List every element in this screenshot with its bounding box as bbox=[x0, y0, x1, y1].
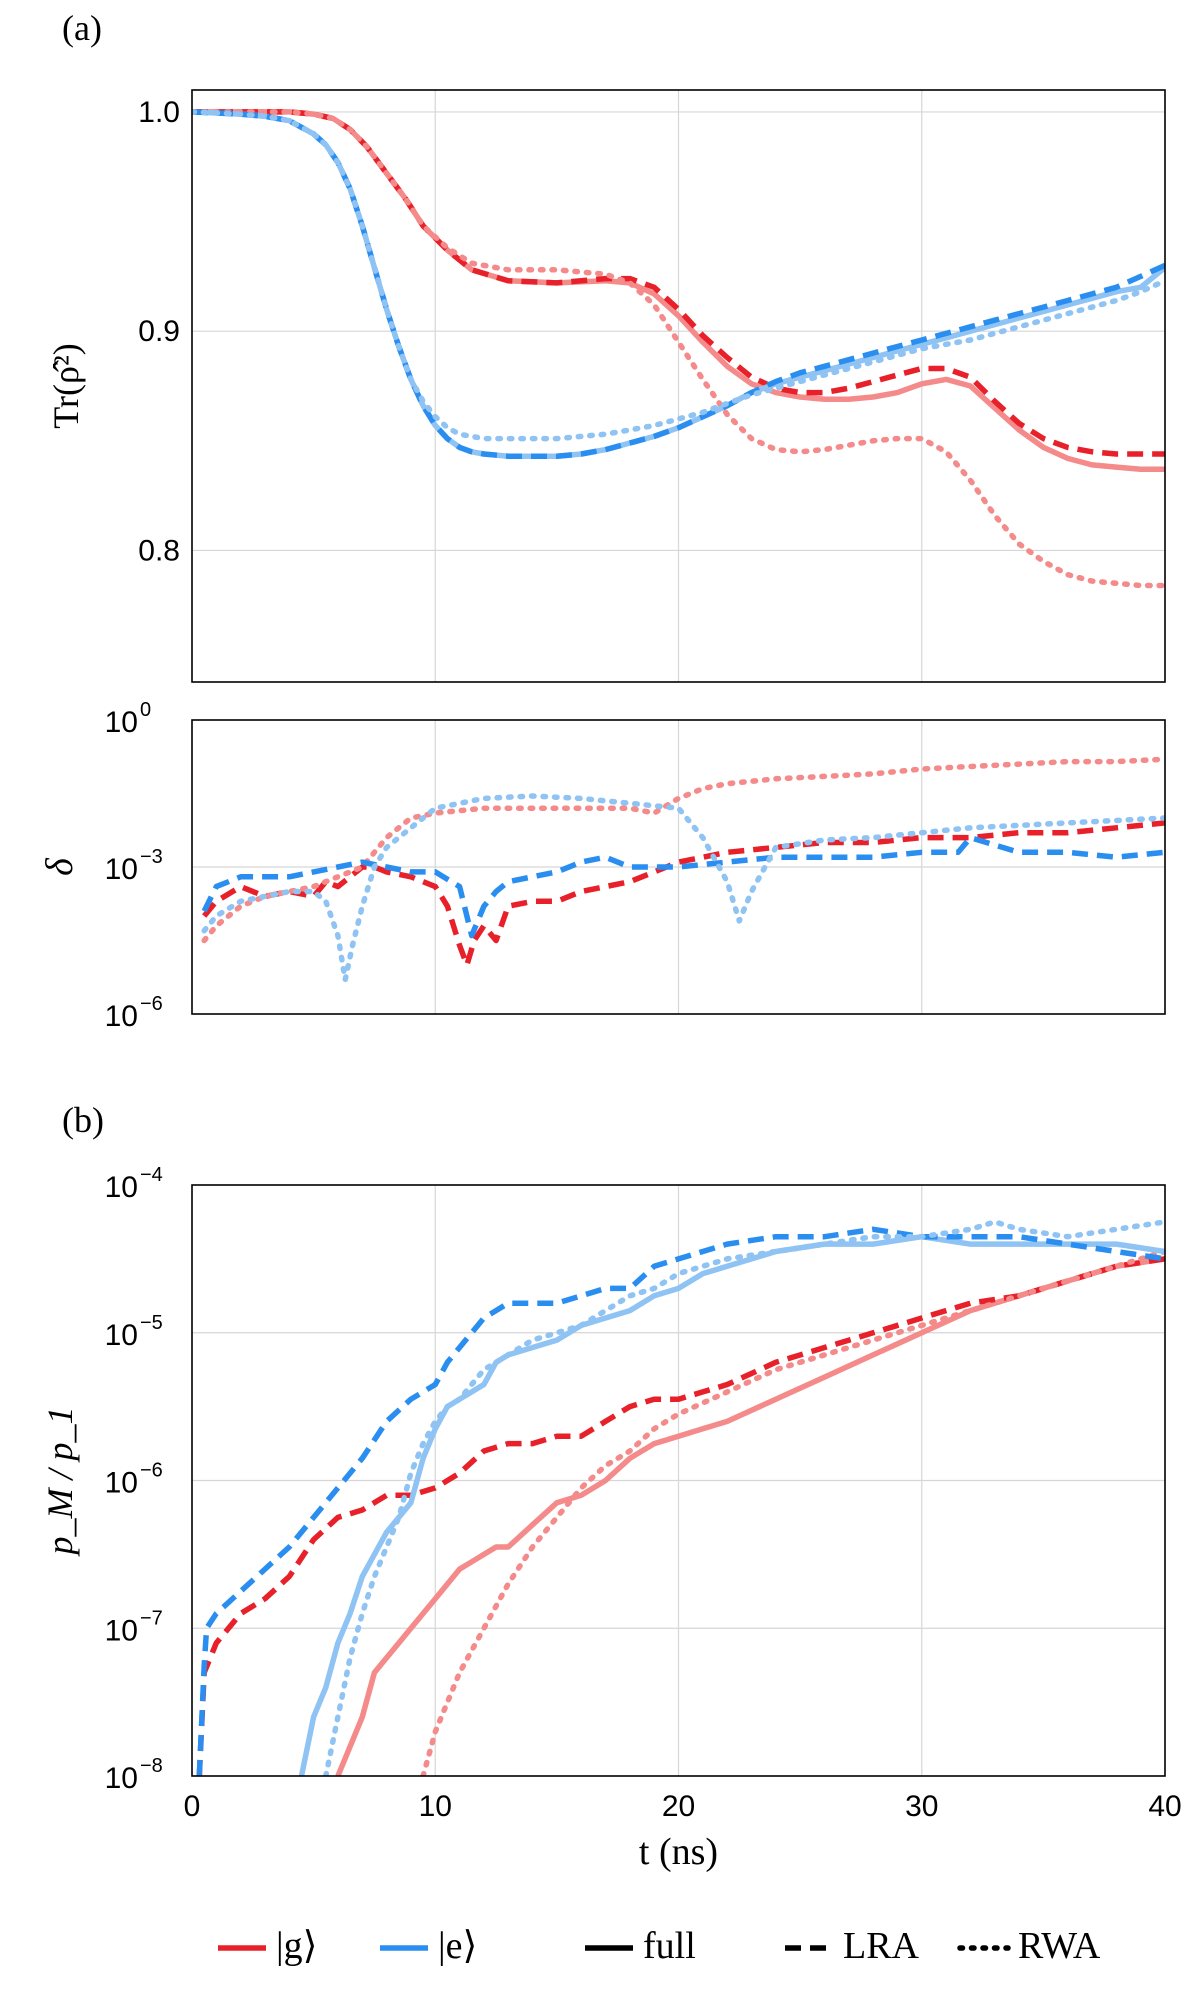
x-tick-label: 40 bbox=[1148, 1790, 1181, 1823]
series-line-g-RWA bbox=[201, 756, 1165, 944]
series-line-g-RWA bbox=[192, 109, 1165, 589]
y-tick-label: 10 −8 bbox=[105, 1755, 163, 1795]
y-tick-exponent: −4 bbox=[140, 1164, 163, 1186]
plot-frame bbox=[191, 89, 1166, 683]
panel-label-a: (a) bbox=[62, 8, 102, 48]
panel-0: 0.8 0.9 1.0 Tr(ρ̂²) (a) bbox=[46, 8, 1166, 683]
x-tick-label: 0 bbox=[184, 1790, 201, 1823]
x-tick-label: 10 bbox=[419, 1790, 452, 1823]
x-tick-label: 30 bbox=[905, 1790, 938, 1823]
y-tick-label: 10 0 bbox=[105, 699, 152, 739]
y-tick-label: 0.8 bbox=[138, 534, 180, 567]
y-tick-exponent: −5 bbox=[140, 1312, 163, 1334]
y-tick-base: 10 bbox=[105, 1614, 138, 1647]
series-line-e-RWA bbox=[201, 793, 1165, 983]
series-line-g-LRA bbox=[196, 1256, 1165, 1776]
y-tick-exponent: −7 bbox=[140, 1607, 163, 1629]
legend-entry-g: |g⟩ bbox=[218, 1925, 317, 1967]
legend-label: full bbox=[643, 1925, 696, 1967]
series-group bbox=[201, 756, 1165, 983]
y-tick-base: 10 bbox=[105, 1762, 138, 1795]
y-tick-base: 10 bbox=[105, 706, 138, 739]
series-line-e-LRA bbox=[192, 109, 1165, 459]
panel-2: 10 −410 −510 −610 −710 −80 10 20 30 40t (ns)p_M /… bbox=[40, 1100, 1182, 1873]
series-line-e-RWA bbox=[323, 1219, 1165, 1776]
series-line-e-full bbox=[298, 1233, 1165, 1776]
series-group bbox=[196, 1219, 1165, 1776]
panel-1: 10 010 −310 −6δ bbox=[39, 699, 1166, 1033]
y-tick-label: 10 −5 bbox=[105, 1312, 163, 1352]
series-line-e-RWA bbox=[192, 109, 1165, 442]
y-tick-exponent: 0 bbox=[140, 699, 151, 721]
legend-entry-LRA: LRA bbox=[785, 1925, 920, 1967]
legend-entry-e: |e⟩ bbox=[380, 1925, 477, 1967]
y-tick-label: 1.0 bbox=[138, 96, 180, 129]
series-line-g-full bbox=[335, 1256, 1165, 1776]
y-tick-base: 10 bbox=[105, 1467, 138, 1500]
y-axis-label: p_M / p_1 bbox=[40, 1407, 80, 1558]
series-line-e-LRA bbox=[201, 834, 1165, 939]
series-line-g-RWA bbox=[420, 1248, 1165, 1776]
y-tick-base: 10 bbox=[105, 1000, 138, 1033]
legend: |g⟩ |e⟩ full LRA RWA bbox=[218, 1925, 1101, 1967]
legend-label: RWA bbox=[1018, 1925, 1101, 1967]
x-tick-label: 20 bbox=[662, 1790, 695, 1823]
y-axis-label: δ bbox=[39, 857, 81, 876]
series-line-g-LRA bbox=[202, 820, 1165, 968]
series-line-g-full bbox=[192, 109, 1165, 473]
legend-label: |e⟩ bbox=[438, 1925, 477, 1967]
legend-entry-full: full bbox=[585, 1925, 696, 1967]
legend-label: LRA bbox=[843, 1925, 920, 1967]
y-tick-label: 10 −7 bbox=[105, 1607, 163, 1647]
y-tick-base: 10 bbox=[105, 1319, 138, 1352]
legend-label: |g⟩ bbox=[276, 1925, 317, 1967]
panel-label-b: (b) bbox=[62, 1100, 104, 1140]
y-tick-exponent: −6 bbox=[140, 993, 163, 1015]
y-tick-label: 0.9 bbox=[138, 315, 180, 348]
legend-entry-RWA: RWA bbox=[957, 1925, 1101, 1967]
y-tick-exponent: −6 bbox=[140, 1460, 163, 1482]
y-tick-label: 10 −4 bbox=[105, 1164, 163, 1204]
x-axis-label: t (ns) bbox=[639, 1831, 718, 1873]
plot-frame bbox=[191, 1184, 1166, 1777]
y-tick-label: 10 −6 bbox=[105, 993, 163, 1033]
series-line-g-LRA bbox=[192, 109, 1165, 457]
y-tick-exponent: −3 bbox=[140, 846, 163, 868]
y-tick-label: 10 −6 bbox=[105, 1460, 163, 1500]
y-tick-exponent: −8 bbox=[140, 1755, 163, 1777]
y-tick-base: 10 bbox=[105, 853, 138, 886]
y-tick-base: 10 bbox=[105, 1171, 138, 1204]
series-group bbox=[192, 109, 1165, 589]
y-tick-label: 10 −3 bbox=[105, 846, 163, 886]
series-line-e-LRA bbox=[196, 1226, 1165, 1776]
y-axis-label: Tr(ρ̂²) bbox=[46, 343, 86, 428]
plot-frame bbox=[191, 719, 1166, 1015]
